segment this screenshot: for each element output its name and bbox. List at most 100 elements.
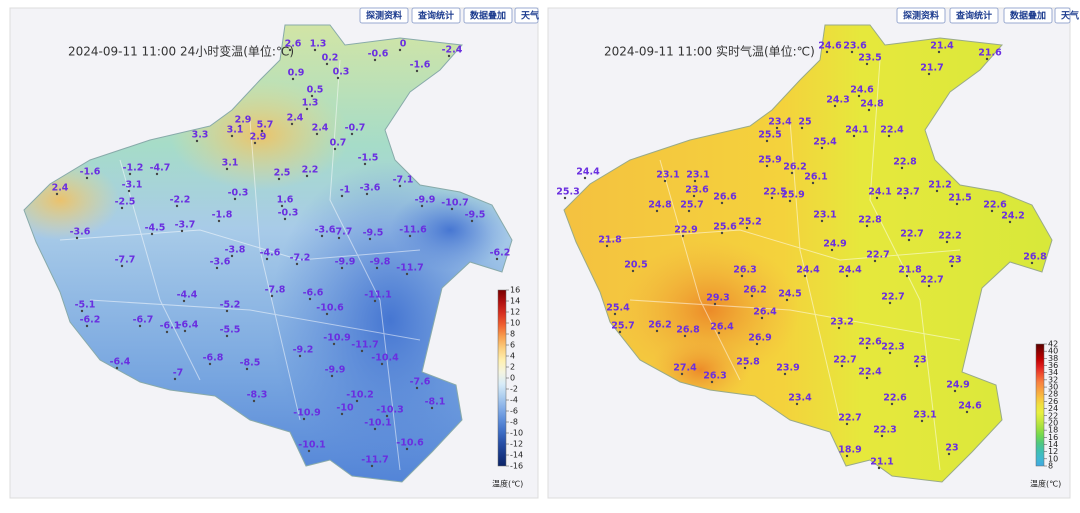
station-value: -4.4 bbox=[177, 290, 198, 301]
station-value: -6.7 bbox=[133, 315, 154, 326]
station-dot bbox=[310, 94, 314, 98]
station-dot bbox=[720, 201, 724, 205]
station-value: -2.5 bbox=[115, 197, 136, 208]
legend-label: 6 bbox=[510, 341, 515, 350]
station-dot bbox=[785, 298, 789, 302]
toolbar-button[interactable] bbox=[949, 7, 999, 24]
station-value: 1.3 bbox=[302, 98, 319, 109]
station-value: 0 bbox=[400, 39, 407, 50]
legend-label: 24 bbox=[1048, 404, 1058, 413]
station-dot bbox=[430, 406, 434, 410]
station-dot bbox=[840, 364, 844, 368]
station-value: 22.5 bbox=[763, 187, 786, 198]
station-dot bbox=[1008, 220, 1012, 224]
legend-label: 40 bbox=[1048, 347, 1058, 356]
station-value: -1.6 bbox=[410, 60, 431, 71]
station-value: -1 bbox=[340, 185, 351, 196]
station-value: 2.9 bbox=[250, 132, 267, 143]
legend-label: 18 bbox=[1048, 426, 1058, 435]
toolbar-button[interactable] bbox=[1003, 7, 1053, 24]
station-value: 26.2 bbox=[743, 285, 766, 296]
toolbar-button[interactable] bbox=[1054, 7, 1071, 24]
station-value: -9.9 bbox=[415, 195, 436, 206]
station-dot bbox=[927, 72, 931, 76]
station-dot bbox=[857, 94, 861, 98]
legend-label: -2 bbox=[510, 385, 518, 394]
legend-label: 8 bbox=[510, 330, 515, 339]
station-value: 22.4 bbox=[880, 125, 904, 136]
station-dot bbox=[655, 329, 659, 333]
station-dot bbox=[865, 376, 869, 380]
station-value: -8.1 bbox=[425, 397, 446, 408]
station-dot bbox=[260, 129, 264, 133]
station-dot bbox=[245, 367, 249, 371]
toolbar-button[interactable] bbox=[411, 7, 461, 24]
station-dot bbox=[811, 181, 815, 185]
station-value: 25.9 bbox=[781, 190, 804, 201]
station-dot bbox=[398, 184, 402, 188]
station-dot bbox=[340, 412, 344, 416]
station-value: 24.4 bbox=[576, 167, 600, 178]
station-value: -7.1 bbox=[393, 175, 414, 186]
toolbar-button-label[interactable]: 查询统计 bbox=[417, 10, 454, 22]
panel: 探测资料 查询统计 数据叠加 天气 2024-09-11 11:00 24小时变温(单位… bbox=[52, 7, 539, 489]
station-dot bbox=[385, 414, 389, 418]
station-value: 26.2 bbox=[783, 162, 806, 173]
toolbar-button[interactable] bbox=[896, 7, 946, 24]
station-dot bbox=[680, 372, 684, 376]
station-dot bbox=[225, 309, 229, 313]
station-value: 25.6 bbox=[713, 222, 737, 233]
station-value: 2.5 bbox=[274, 168, 291, 179]
station-dot bbox=[291, 77, 295, 81]
station-dot bbox=[631, 269, 635, 273]
station-dot bbox=[447, 54, 451, 58]
station-dot bbox=[288, 48, 292, 52]
station-value: 21.2 bbox=[928, 180, 951, 191]
station-dot bbox=[865, 346, 869, 350]
station-value: -10.1 bbox=[298, 440, 325, 451]
station-value: 22.6 bbox=[883, 393, 907, 404]
station-dot bbox=[155, 172, 159, 176]
station-dot bbox=[215, 266, 219, 270]
toolbar-button-label[interactable]: 探测资料 bbox=[366, 10, 402, 22]
station-dot bbox=[692, 194, 696, 198]
toolbar-button[interactable] bbox=[359, 7, 409, 24]
station-dot bbox=[803, 274, 807, 278]
station-value: 24.2 bbox=[1001, 211, 1024, 222]
station-dot bbox=[760, 316, 764, 320]
station-dot bbox=[150, 232, 154, 236]
station-dot bbox=[360, 349, 364, 353]
station-value: 22.6 bbox=[858, 337, 882, 348]
station-dot bbox=[845, 422, 849, 426]
station-value: -8.5 bbox=[240, 358, 261, 369]
station-value: -3.8 bbox=[225, 245, 246, 256]
panel: 探测资料 查询统计 数据叠加 天气 2024-09-11 11:00 实时气温(单位:℃… bbox=[556, 7, 1079, 489]
toolbar-button-label[interactable]: 探测资料 bbox=[903, 10, 939, 22]
toolbar-button[interactable] bbox=[463, 7, 513, 24]
toolbar-button-label[interactable]: 查询统计 bbox=[955, 10, 992, 22]
toolbar-button-label[interactable]: 天气 bbox=[521, 10, 539, 22]
station-value: -10.9 bbox=[293, 408, 320, 419]
station-value: 2.4 bbox=[312, 123, 329, 134]
station-value: 2.2 bbox=[302, 165, 319, 176]
station-dot bbox=[865, 62, 869, 66]
toolbar-button-label[interactable]: 天气 bbox=[1061, 10, 1079, 22]
station-value: -6.8 bbox=[203, 353, 224, 364]
station-dot bbox=[850, 50, 854, 54]
station-value: -5.5 bbox=[220, 325, 241, 336]
station-value: -7.8 bbox=[265, 285, 286, 296]
toolbar-button-label[interactable]: 数据叠加 bbox=[470, 10, 506, 22]
toolbar-button[interactable] bbox=[514, 7, 539, 24]
station-dot bbox=[605, 244, 609, 248]
station-dot bbox=[663, 179, 667, 183]
station-value: 1.6 bbox=[277, 195, 294, 206]
station-value: -9.5 bbox=[465, 210, 486, 221]
station-dot bbox=[765, 139, 769, 143]
station-value: -7.6 bbox=[410, 377, 431, 388]
station-value: -4.6 bbox=[260, 248, 281, 259]
toolbar-button-label[interactable]: 数据叠加 bbox=[1010, 10, 1046, 22]
legend-label: -12 bbox=[510, 440, 523, 449]
station-dot bbox=[173, 377, 177, 381]
station-value: 21.5 bbox=[948, 193, 971, 204]
legend-label: 8 bbox=[1048, 462, 1053, 471]
